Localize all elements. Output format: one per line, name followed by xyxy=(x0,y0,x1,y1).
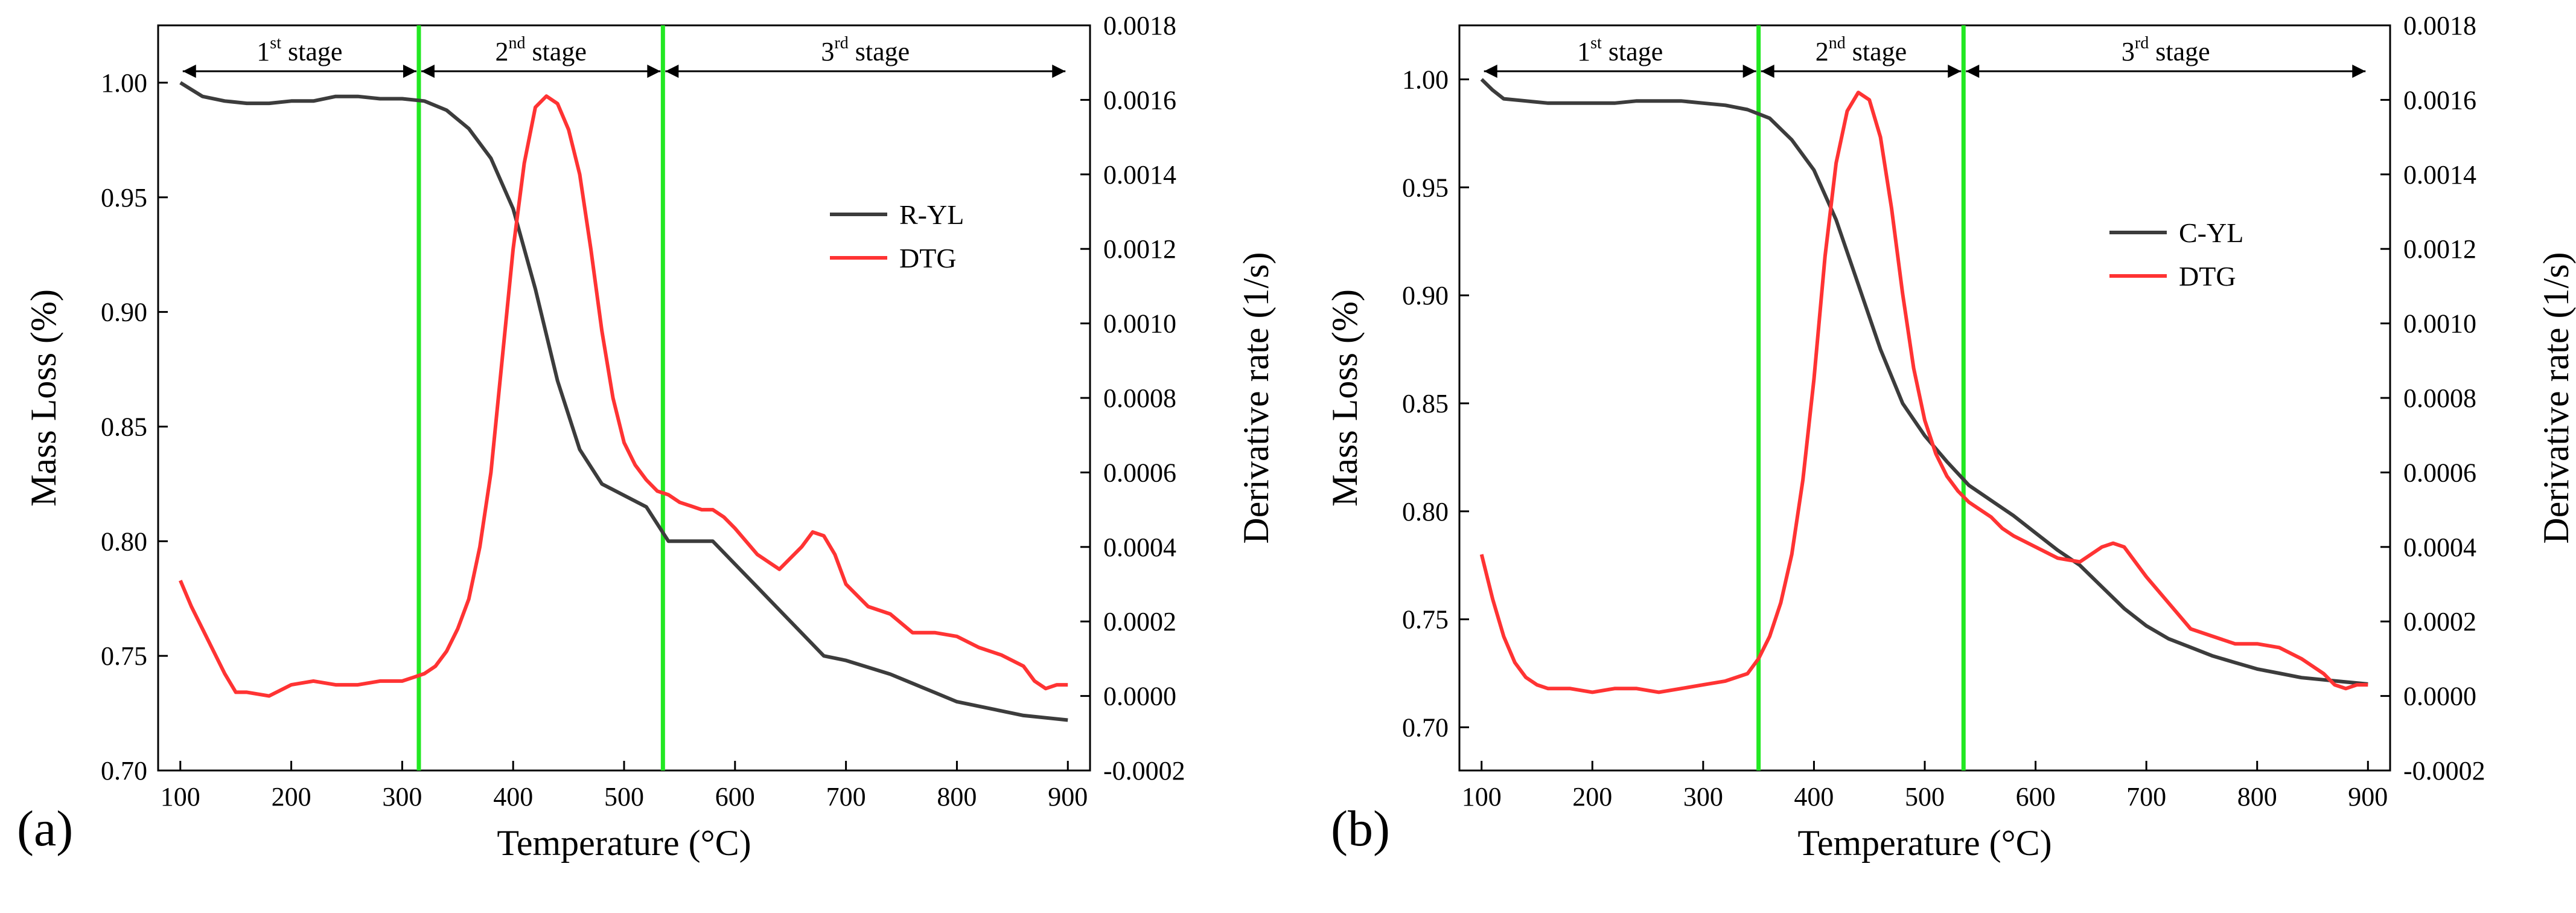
y2-tick-label: 0.0002 xyxy=(1103,607,1176,636)
chart-panel-b: 100 200 300 400 500 600 700 800 900 0.70 0.75 0.80 0… xyxy=(1325,11,2576,863)
y-tick-label: 0.75 xyxy=(101,641,147,671)
y2-tick-label: 0.0000 xyxy=(2403,682,2476,711)
y2-tick-label: 0.0008 xyxy=(2403,383,2476,413)
x-tick-label: 300 xyxy=(1683,782,1723,812)
x-tick-label: 600 xyxy=(715,782,755,812)
x-tick-label: 900 xyxy=(2348,782,2388,812)
plot-frame xyxy=(1458,24,2391,772)
y2-tick-label: -0.0002 xyxy=(1103,756,1185,786)
y2-tick-label: 0.0006 xyxy=(1103,458,1176,487)
legend-label: DTG xyxy=(899,243,957,274)
y2-tick-label: 0.0010 xyxy=(1103,309,1176,339)
stage-label: 2nd stage xyxy=(495,34,586,66)
y2-tick-label: 0.0016 xyxy=(2403,85,2476,115)
y2-tick-label: 0.0012 xyxy=(1103,234,1176,264)
y-tick-label: 0.70 xyxy=(101,756,147,786)
legend-label: C-YL xyxy=(2179,217,2243,248)
y2-tick-label: 0.0002 xyxy=(2403,607,2476,636)
y2-tick-label: 0.0000 xyxy=(1103,682,1176,711)
y2-tick-label: 0.0014 xyxy=(2403,160,2476,190)
y-tick-label: 0.85 xyxy=(1402,389,1449,418)
y-tick-label: 0.95 xyxy=(101,183,147,213)
x-tick-label: 900 xyxy=(1048,782,1088,812)
chart-panel-a: 100 200 300 400 500 600 700 800 900 0.70 0.75 0.80 0… xyxy=(17,11,1276,863)
x-tick-label: 100 xyxy=(1462,782,1502,812)
y-tick-label: 0.80 xyxy=(101,527,147,556)
x-tick-label: 400 xyxy=(493,782,533,812)
x-tick-label: 700 xyxy=(826,782,866,812)
x-tick-label: 600 xyxy=(2016,782,2056,812)
plot-frame xyxy=(157,24,1091,772)
y2-tick-label: 0.0010 xyxy=(2403,309,2476,339)
x-tick-label: 400 xyxy=(1794,782,1834,812)
stage-label: 1st stage xyxy=(257,34,342,66)
x-tick-label: 800 xyxy=(937,782,977,812)
y2-tick-label: 0.0004 xyxy=(1103,533,1176,562)
y2-tick-label: 0.0006 xyxy=(2403,458,2476,487)
stage-label: 3rd stage xyxy=(2122,34,2210,66)
y-tick-label: 0.90 xyxy=(101,298,147,327)
y2-tick-label: 0.0008 xyxy=(1103,383,1176,413)
y2-tick-label: -0.0002 xyxy=(2403,756,2485,786)
y2-tick-label: 0.0018 xyxy=(2403,11,2476,40)
legend-label: R-YL xyxy=(899,199,964,230)
series-line-dtg xyxy=(1479,91,2368,694)
x-tick-label: 200 xyxy=(1572,782,1612,812)
stage-label: 1st stage xyxy=(1577,34,1663,66)
y2-tick-label: 0.0004 xyxy=(2403,533,2476,562)
series-line-c-yl xyxy=(1480,78,2368,686)
y-tick-label: 0.85 xyxy=(101,412,147,441)
x-tick-label: 500 xyxy=(604,782,644,812)
stage-label: 2nd stage xyxy=(1816,34,1907,66)
panel-label: (b) xyxy=(1331,801,1390,857)
y-tick-label: 0.95 xyxy=(1402,173,1449,202)
y2-axis-title: Derivative rate (1/s) xyxy=(2536,252,2576,543)
series-line-r-yl xyxy=(179,81,1068,722)
y-tick-label: 0.90 xyxy=(1402,281,1449,310)
y-tick-label: 1.00 xyxy=(101,68,147,98)
x-tick-label: 100 xyxy=(161,782,200,812)
stage-label: 3rd stage xyxy=(821,34,910,66)
panel-label: (a) xyxy=(17,801,73,857)
x-axis-title: Temperature (°C) xyxy=(497,823,751,863)
y-tick-label: 0.75 xyxy=(1402,605,1449,635)
y-tick-label: 0.70 xyxy=(1402,713,1449,742)
x-axis-title: Temperature (°C) xyxy=(1797,823,2052,863)
y-axis-title: Mass Loss (%) xyxy=(24,289,63,507)
y2-tick-label: 0.0018 xyxy=(1103,11,1176,40)
x-tick-label: 800 xyxy=(2237,782,2277,812)
y2-tick-label: 0.0016 xyxy=(1103,85,1176,115)
x-tick-label: 500 xyxy=(1905,782,1945,812)
y2-tick-label: 0.0014 xyxy=(1103,160,1176,190)
series-line-dtg xyxy=(179,94,1068,698)
x-tick-label: 700 xyxy=(2126,782,2166,812)
y-tick-label: 1.00 xyxy=(1402,65,1449,94)
x-tick-label: 200 xyxy=(272,782,311,812)
y-axis-title: Mass Loss (%) xyxy=(1325,289,1365,507)
x-tick-label: 300 xyxy=(382,782,422,812)
legend-label: DTG xyxy=(2179,261,2236,292)
y2-tick-label: 0.0012 xyxy=(2403,234,2476,264)
y-tick-label: 0.80 xyxy=(1402,497,1449,527)
y2-axis-title: Derivative rate (1/s) xyxy=(1236,252,1276,543)
